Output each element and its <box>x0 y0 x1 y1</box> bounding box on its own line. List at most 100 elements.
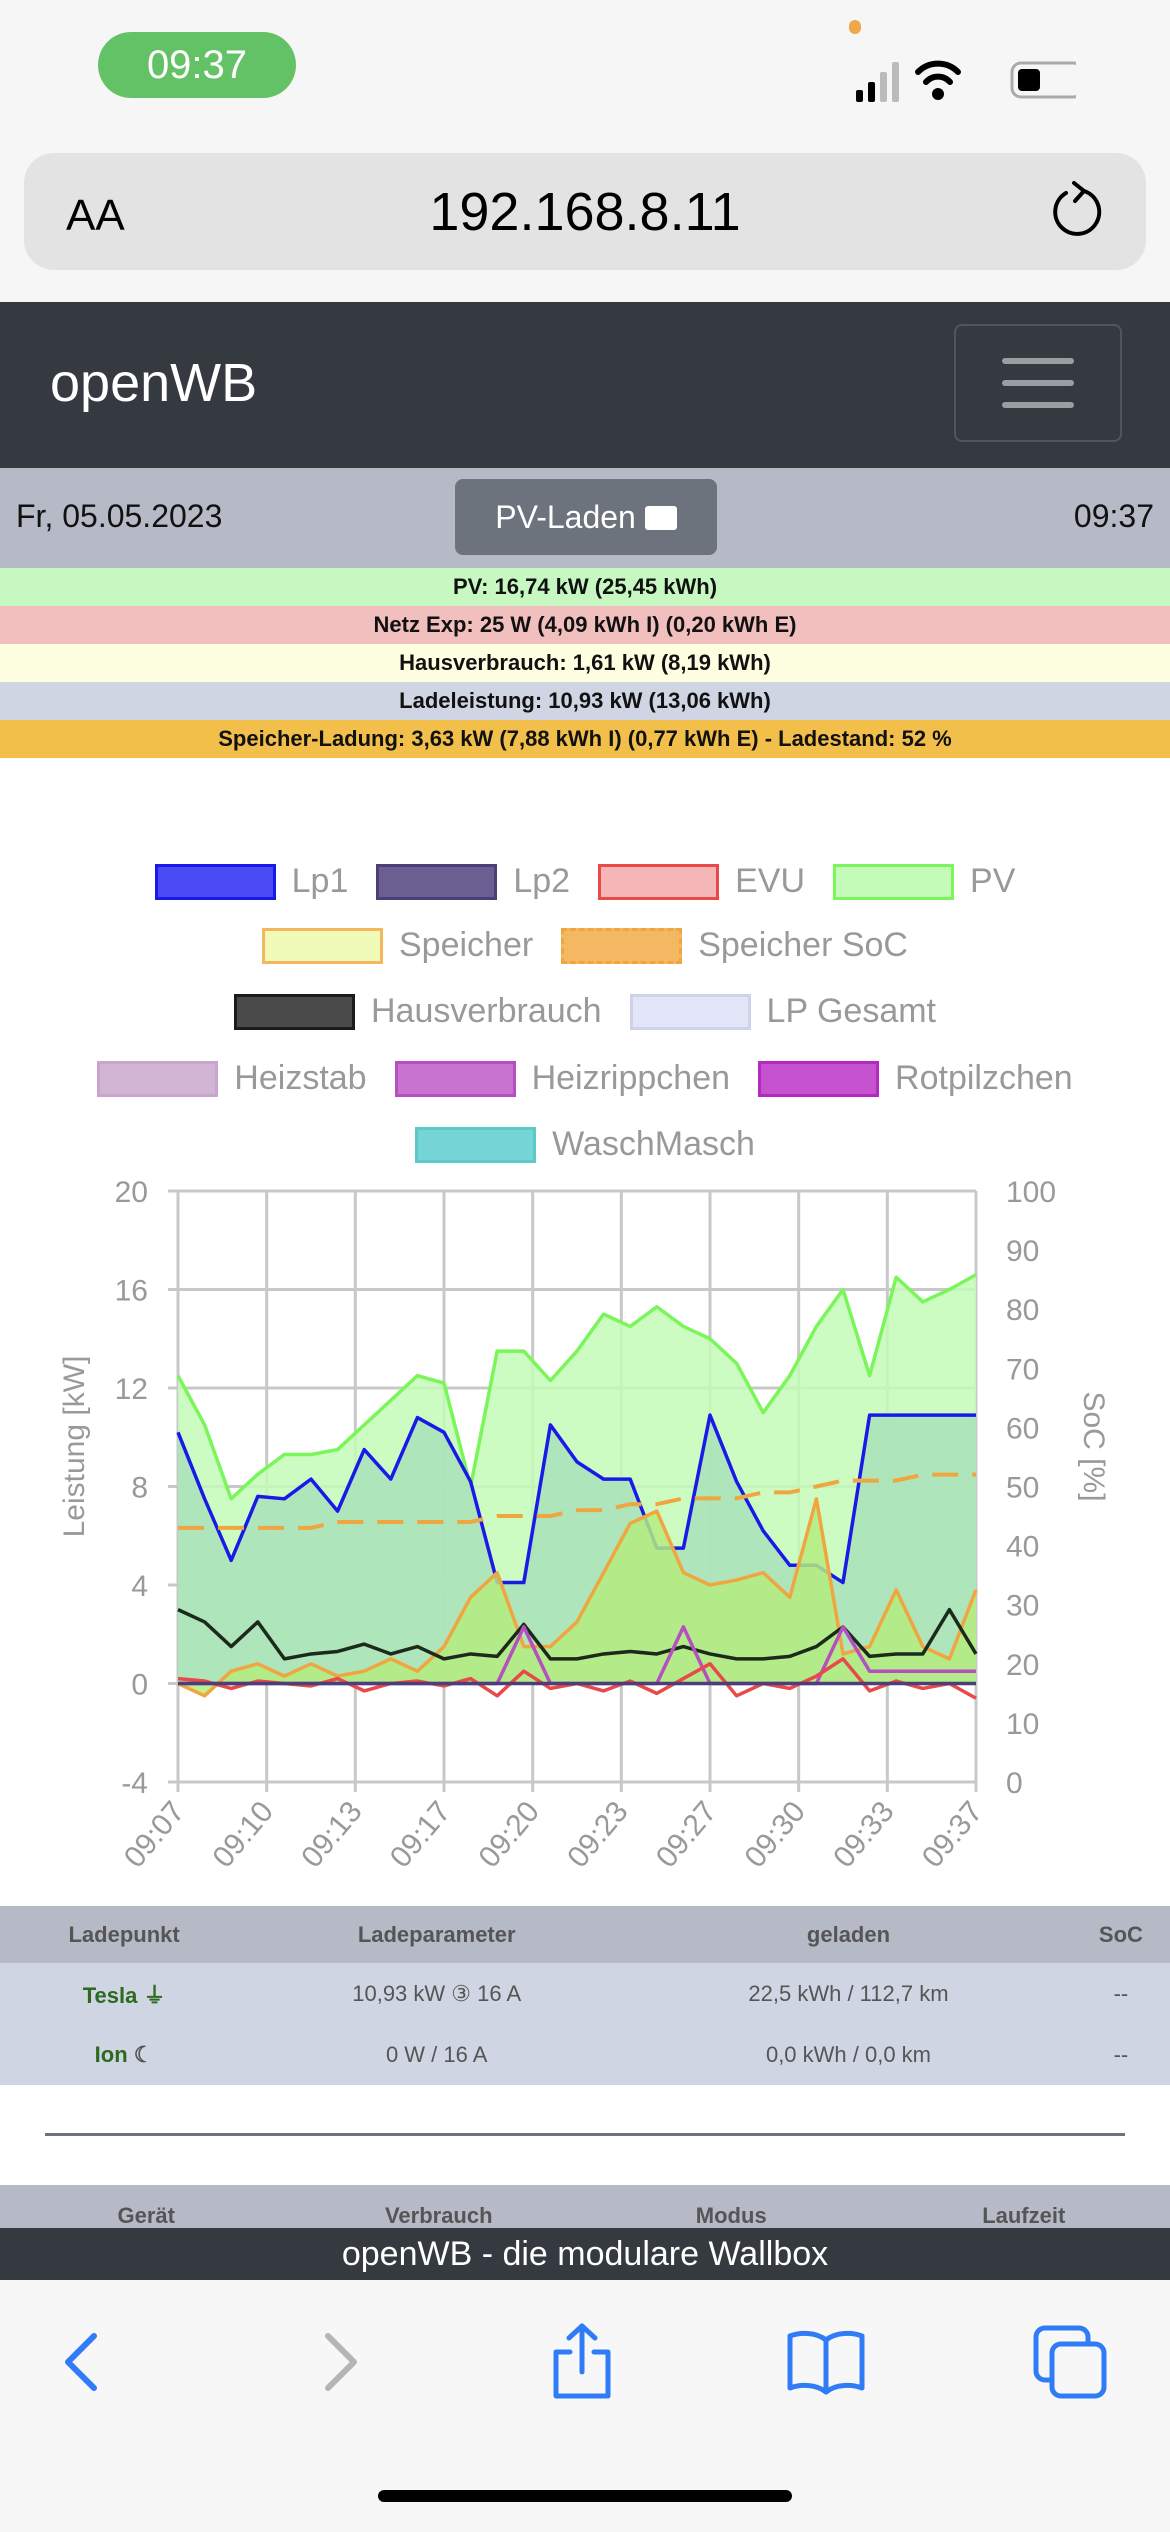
moon-icon: ☾ <box>133 2041 154 2067</box>
brand-logo[interactable]: openWB <box>50 353 258 413</box>
legend-label: Speicher SoC <box>698 926 908 964</box>
date-text: Fr, 05.05.2023 <box>16 498 223 534</box>
legend-label: Lp1 <box>291 862 349 900</box>
legend-item[interactable]: PV <box>833 862 1015 901</box>
address-bar[interactable]: AA 192.168.8.11 <box>24 153 1146 270</box>
date-bar: Fr, 05.05.2023 PV-Laden 09:37 <box>0 468 1170 568</box>
legend-swatch <box>394 1060 516 1097</box>
ladepunkt-name[interactable]: Tesla ⏚ <box>0 1963 249 2024</box>
col-header: Gerät <box>117 2203 175 2228</box>
y2-axis-label: SoC [%] <box>1077 1391 1110 1501</box>
legend-item[interactable]: Rotpilzchen <box>758 1059 1073 1098</box>
home-indicator <box>378 2490 792 2502</box>
y2-tick-label: 70 <box>1006 1353 1039 1386</box>
x-tick-label: 09:13 <box>295 1795 369 1874</box>
status-time: 09:37 <box>98 32 296 98</box>
charge-mode-button[interactable]: PV-Laden <box>455 479 717 555</box>
y-tick-label: 20 <box>115 1176 148 1209</box>
legend-item[interactable]: Heizstab <box>97 1059 367 1098</box>
series-line-lp1 <box>176 1413 976 1585</box>
col-header: SoC <box>1071 1906 1170 1963</box>
url-text[interactable]: 192.168.8.11 <box>429 182 741 242</box>
status-icons <box>856 60 1076 102</box>
table-row: Tesla ⏚ 10,93 kW ③ 16 A 22,5 kWh / 112,7… <box>0 1963 1170 2024</box>
hamburger-icon <box>1002 358 1074 364</box>
y-tick-label: 8 <box>131 1472 148 1505</box>
charge-mode-label: PV-Laden <box>495 499 636 535</box>
legend-swatch <box>415 1126 537 1163</box>
legend-label: Heizstab <box>234 1059 367 1097</box>
series-area-speicher <box>178 1498 976 1696</box>
ladepunkt-name[interactable]: Ion ☾ <box>0 2024 249 2085</box>
divider <box>45 2133 1125 2136</box>
legend-item[interactable]: Heizrippchen <box>394 1059 731 1098</box>
legend-item[interactable]: Speicher <box>262 926 533 965</box>
x-tick-label: 09:30 <box>738 1795 812 1874</box>
battery-car-icon <box>644 506 677 530</box>
share-icon[interactable] <box>542 2322 622 2402</box>
footer: openWB - die modulare Wallbox <box>0 2228 1170 2280</box>
back-icon[interactable] <box>46 2322 126 2402</box>
series-line-pv <box>176 1273 977 1501</box>
navbar: openWB <box>0 302 1170 468</box>
y2-tick-label: 30 <box>1006 1590 1039 1623</box>
text-size-button[interactable]: AA <box>66 191 125 240</box>
series-line-speicher <box>177 1497 978 1698</box>
status-row: Ladeleistung: 10,93 kW (13,06 kWh) <box>0 682 1170 720</box>
x-tick-label: 09:17 <box>384 1795 458 1874</box>
legend-swatch <box>758 1060 880 1097</box>
soc: -- <box>1071 2024 1170 2085</box>
legend-label: Lp2 <box>513 862 571 900</box>
battery-icon <box>1010 61 1076 99</box>
col-header: Laufzeit <box>982 2203 1066 2228</box>
col-header: Modus <box>695 2203 767 2228</box>
y2-tick-label: 20 <box>1006 1649 1039 1682</box>
ladepunkt-table: Ladepunkt Ladeparameter geladen SoC Tesla ⏚… <box>0 1906 1170 2085</box>
status-row: PV: 16,74 kW (25,45 kWh) <box>0 568 1170 606</box>
col-header: Verbrauch <box>384 2203 493 2228</box>
legend-item[interactable]: Lp1 <box>154 862 349 901</box>
legend-swatch <box>598 863 720 900</box>
legend-item[interactable]: Lp2 <box>376 862 570 901</box>
status-row: Speicher-Ladung: 3,63 kW (7,88 kWh I) (0… <box>0 720 1170 758</box>
legend-row: WaschMasch <box>0 1125 1170 1172</box>
col-header: geladen <box>625 1906 1072 1963</box>
legend-item[interactable]: Hausverbrauch <box>233 992 602 1031</box>
geladen: 0,0 kWh / 0,0 km <box>625 2024 1072 2085</box>
menu-toggle-button[interactable] <box>954 324 1122 442</box>
y-tick-label: 12 <box>115 1373 148 1406</box>
y-tick-label: 16 <box>115 1275 148 1308</box>
bookmarks-icon[interactable] <box>786 2322 866 2402</box>
ladeparameter[interactable]: 0 W / 16 A <box>248 2024 626 2085</box>
x-tick-label: 09:33 <box>827 1795 901 1874</box>
legend-item[interactable]: Speicher SoC <box>561 926 908 965</box>
legend-swatch <box>262 927 383 964</box>
plug-icon: ⏚ <box>143 1982 166 2008</box>
legend-swatch <box>97 1060 219 1097</box>
wifi-icon <box>915 60 961 100</box>
legend-item[interactable]: EVU <box>598 862 805 901</box>
tabs-icon[interactable] <box>1030 2322 1110 2402</box>
ladeparameter[interactable]: 10,93 kW ③ 16 A <box>248 1963 626 2024</box>
legend-label: LP Gesamt <box>766 992 936 1030</box>
legend-item[interactable]: WaschMasch <box>415 1125 755 1164</box>
legend-label: Heizrippchen <box>531 1059 731 1097</box>
legend-swatch <box>561 927 683 964</box>
legend-label: Rotpilzchen <box>895 1059 1073 1097</box>
legend-item[interactable]: LP Gesamt <box>629 992 936 1031</box>
col-header: Ladeparameter <box>248 1906 626 1963</box>
y2-tick-label: 40 <box>1006 1531 1039 1564</box>
status-row: Netz Exp: 25 W (4,09 kWh I) (0,20 kWh E) <box>0 606 1170 644</box>
privacy-indicator-dot <box>849 20 861 34</box>
legend-label: Speicher <box>399 926 534 964</box>
reload-icon[interactable] <box>1044 179 1108 243</box>
y2-tick-label: 80 <box>1006 1294 1039 1327</box>
y2-tick-label: 100 <box>1006 1176 1056 1209</box>
y2-tick-label: 0 <box>1006 1767 1023 1800</box>
legend-label: PV <box>970 862 1016 900</box>
forward-icon[interactable] <box>298 2322 378 2402</box>
y2-tick-label: 90 <box>1006 1235 1039 1268</box>
x-tick-label: 09:23 <box>561 1795 635 1874</box>
legend-label: Hausverbrauch <box>370 992 602 1030</box>
